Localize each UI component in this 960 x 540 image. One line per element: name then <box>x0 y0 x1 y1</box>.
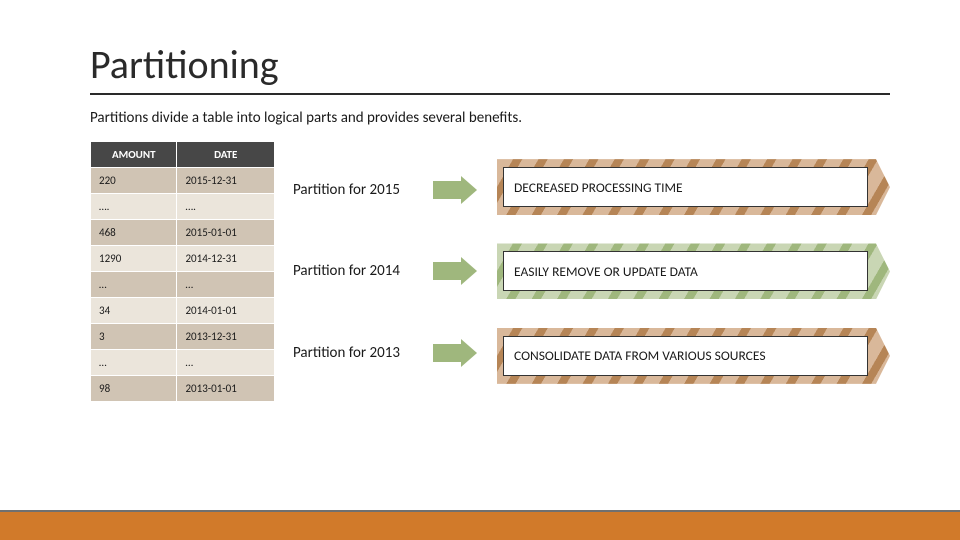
cell: 220 <box>91 168 177 194</box>
partition-label: Partition for 2015 <box>293 181 423 199</box>
cell: 2015-12-31 <box>177 168 275 194</box>
partition-row: Partition for 2013 <box>293 339 479 367</box>
table-row: 4682015-01-01 <box>91 220 275 246</box>
partition-row: Partition for 2014 <box>293 257 479 285</box>
table-row: 12902014-12-31 <box>91 246 275 272</box>
cell: … <box>91 350 177 376</box>
benefit-badge: CONSOLIDATE DATA FROM VARIOUS SOURCES <box>497 328 890 384</box>
cell: 34 <box>91 298 177 324</box>
cell: 1290 <box>91 246 177 272</box>
col-header-amount: AMOUNT <box>91 142 177 168</box>
cell: … <box>177 272 275 298</box>
partition-table: AMOUNT DATE 2202015-12-31 ….…. 4682015-0… <box>90 141 275 402</box>
partition-labels: Partition for 2015 Partition for 2014 Pa… <box>293 141 479 402</box>
cell: …. <box>177 194 275 220</box>
cell: 98 <box>91 376 177 402</box>
benefit-badge: EASILY REMOVE OR UPDATE DATA <box>497 243 890 299</box>
table-row: …… <box>91 272 275 298</box>
table-row: …… <box>91 350 275 376</box>
arrow-icon <box>433 339 479 367</box>
partition-label: Partition for 2014 <box>293 262 423 280</box>
benefit-text: CONSOLIDATE DATA FROM VARIOUS SOURCES <box>503 336 868 376</box>
cell: 3 <box>91 324 177 350</box>
footer-bar <box>0 512 960 540</box>
table-row: ….…. <box>91 194 275 220</box>
arrow-icon <box>433 257 479 285</box>
table-row: 2202015-12-31 <box>91 168 275 194</box>
benefits-list: DECREASED PROCESSING TIME EASILY REMOVE … <box>497 141 890 402</box>
cell: 2013-12-31 <box>177 324 275 350</box>
cell: 2014-12-31 <box>177 246 275 272</box>
benefit-text: DECREASED PROCESSING TIME <box>503 167 868 207</box>
cell: … <box>91 272 177 298</box>
benefit-badge: DECREASED PROCESSING TIME <box>497 159 890 215</box>
benefit-text: EASILY REMOVE OR UPDATE DATA <box>503 251 868 291</box>
cell: …. <box>91 194 177 220</box>
partition-row: Partition for 2015 <box>293 176 479 204</box>
cell: … <box>177 350 275 376</box>
page-title: Partitioning <box>90 40 890 95</box>
cell: 2015-01-01 <box>177 220 275 246</box>
arrow-icon <box>433 176 479 204</box>
cell: 2013-01-01 <box>177 376 275 402</box>
table-row: 342014-01-01 <box>91 298 275 324</box>
col-header-date: DATE <box>177 142 275 168</box>
cell: 468 <box>91 220 177 246</box>
table-row: 32013-12-31 <box>91 324 275 350</box>
cell: 2014-01-01 <box>177 298 275 324</box>
page-subtitle: Partitions divide a table into logical p… <box>90 109 890 127</box>
table-row: 982013-01-01 <box>91 376 275 402</box>
partition-label: Partition for 2013 <box>293 344 423 362</box>
content-area: AMOUNT DATE 2202015-12-31 ….…. 4682015-0… <box>90 141 890 402</box>
